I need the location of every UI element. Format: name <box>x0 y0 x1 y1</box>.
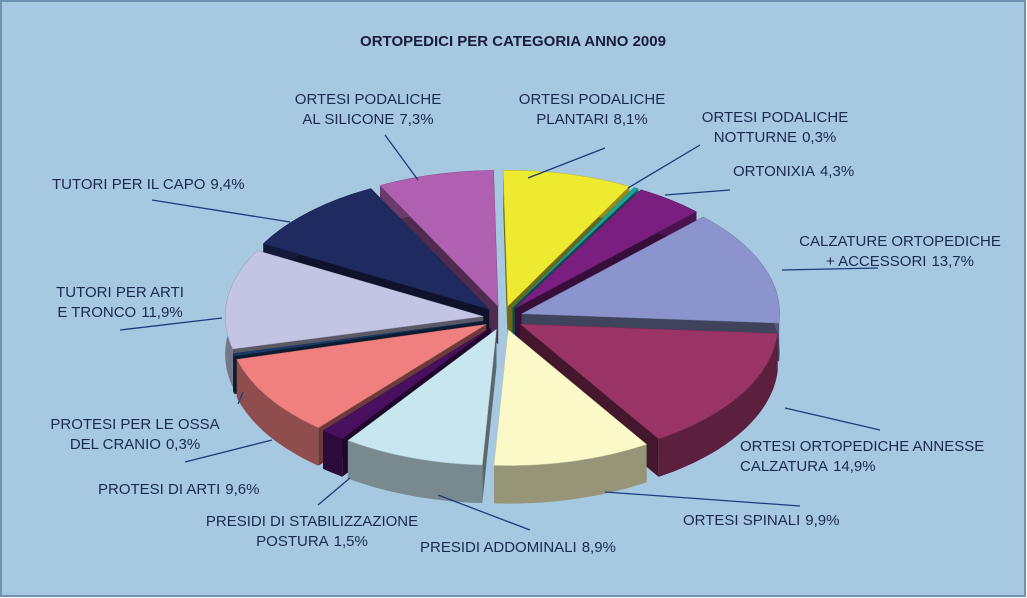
leader-line <box>384 134 419 181</box>
slice-label: ORTESI ORTOPEDICHE ANNESSE <box>740 438 984 455</box>
category-label: CALZATURE ORTOPEDICHE <box>799 233 1001 250</box>
slice-group <box>493 329 648 504</box>
slice <box>379 170 499 308</box>
slice <box>502 170 630 307</box>
slice-side <box>494 444 647 504</box>
value-label: 0,3% <box>802 129 836 146</box>
slice-side <box>323 430 343 477</box>
slice-label: CALZATURA 14,9% <box>740 458 876 475</box>
value-label: 14,9% <box>833 458 876 475</box>
slice <box>493 329 648 466</box>
slice-side <box>233 353 235 394</box>
leader-line <box>784 407 881 431</box>
slice <box>224 250 484 350</box>
slice-wall <box>503 170 508 345</box>
slice-label: NOTTURNE 0,3% <box>714 129 837 146</box>
value-label: 11,9% <box>141 304 182 321</box>
slice-label: PLANTARI 8,1% <box>536 111 647 128</box>
value-label: 9,9% <box>805 512 839 529</box>
slice-label: PROTESI PER LE OSSA <box>50 416 219 433</box>
category-label: AL SILICONE <box>302 111 394 128</box>
chart-title: ORTOPEDICI PER CATEGORIA ANNO 2009 <box>360 33 666 50</box>
category-label: PLANTARI <box>536 111 608 128</box>
value-label: 8,1% <box>614 111 648 128</box>
slice-group <box>347 328 497 504</box>
slice-label: ORTESI PODALICHE <box>702 109 848 126</box>
category-label: ORTESI PODALICHE <box>519 91 665 108</box>
value-label: 1,5% <box>334 533 368 550</box>
value-label: 9,4% <box>210 176 244 193</box>
slice-label: DEL CRANIO 0,3% <box>70 436 200 453</box>
slice-label: PRESIDI DI STABILIZZAZIONE <box>206 513 418 530</box>
slice-side <box>347 440 483 504</box>
category-label: POSTURA <box>256 533 329 550</box>
category-label: PROTESI DI ARTI <box>98 481 220 498</box>
leader-line <box>604 491 801 507</box>
category-label: ORTESI SPINALI <box>683 512 800 529</box>
slice-label: PROTESI DI ARTI 9,6% <box>98 481 259 498</box>
value-label: 8,9% <box>582 539 616 556</box>
slice <box>519 323 778 440</box>
value-label: 0,3% <box>166 436 200 453</box>
slice-label: AL SILICONE 7,3% <box>302 111 433 128</box>
slice <box>512 187 639 308</box>
category-label: PRESIDI ADDOMINALI <box>420 539 577 556</box>
value-label: 4,3% <box>820 163 854 180</box>
category-label: PROTESI PER LE OSSA <box>50 416 219 433</box>
slice-label: TUTORI PER IL CAPO 9,4% <box>52 176 245 193</box>
category-label: PRESIDI DI STABILIZZAZIONE <box>206 513 418 530</box>
slice-side <box>658 333 778 477</box>
category-label: NOTTURNE <box>714 129 797 146</box>
slice-label: ORTESI PODALICHE <box>295 91 441 108</box>
category-label: + ACCESSORI <box>826 253 926 270</box>
category-label: ORTONIXIA <box>733 163 815 180</box>
leader-line <box>119 317 223 331</box>
category-label: ORTESI ORTOPEDICHE ANNESSE <box>740 438 984 455</box>
slice <box>514 189 697 309</box>
slice <box>262 188 490 310</box>
leader-line <box>664 189 731 196</box>
leader-line <box>237 391 244 405</box>
leader-line <box>437 494 531 531</box>
category-label: CALZATURA <box>740 458 828 475</box>
slice <box>236 324 487 429</box>
slice <box>520 216 780 324</box>
slice-label: + ACCESSORI 13,7% <box>826 253 974 270</box>
value-label: 7,3% <box>399 111 433 128</box>
leader-line <box>317 477 351 506</box>
leader-line <box>781 267 879 271</box>
slice-side <box>236 359 319 466</box>
category-label: TUTORI PER IL CAPO <box>52 176 205 193</box>
value-label: 13,7% <box>931 253 974 270</box>
category-label: ORTESI PODALICHE <box>295 91 441 108</box>
slice-label: ORTONIXIA 4,3% <box>733 163 854 180</box>
slice-label: PRESIDI ADDOMINALI 8,9% <box>420 539 616 556</box>
slice <box>232 320 484 357</box>
leader-line <box>527 147 606 179</box>
slice <box>322 327 491 439</box>
value-label: 9,6% <box>225 481 259 498</box>
category-label: TUTORI PER ARTI <box>56 284 184 301</box>
slice-label: ORTESI PODALICHE <box>519 91 665 108</box>
category-label: DEL CRANIO <box>70 436 161 453</box>
category-label: E TRONCO <box>57 304 136 321</box>
slice-label: CALZATURE ORTOPEDICHE <box>799 233 1001 250</box>
leader-line <box>627 144 701 189</box>
category-label: ORTESI PODALICHE <box>702 109 848 126</box>
leader-line <box>151 199 291 223</box>
slice-label: TUTORI PER ARTI <box>56 284 184 301</box>
slice-label: ORTESI SPINALI 9,9% <box>683 512 839 529</box>
slice-wall <box>482 329 497 504</box>
slice-label: E TRONCO 11,9% <box>57 304 182 321</box>
slice <box>347 328 497 466</box>
leader-line <box>184 439 273 463</box>
slice-label: POSTURA 1,5% <box>256 533 368 550</box>
